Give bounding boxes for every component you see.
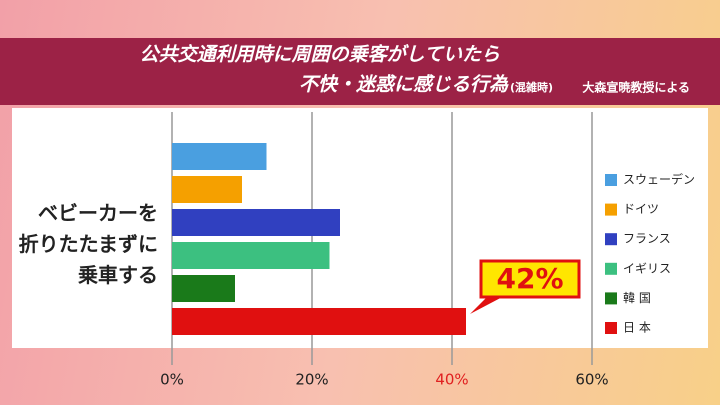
bar — [172, 242, 330, 269]
title-banner — [0, 38, 720, 105]
callout-box — [479, 259, 581, 299]
bar — [172, 143, 267, 170]
legend-swatch — [605, 292, 617, 305]
bar — [172, 209, 340, 236]
legend-swatch — [605, 322, 617, 334]
legend-label: イギリス — [623, 261, 671, 275]
source: 大森宣暁教授による — [582, 80, 690, 95]
x-tick-label: 60% — [575, 371, 608, 389]
bar — [172, 176, 242, 203]
legend-swatch — [605, 262, 617, 275]
title-note: (混雑時) — [510, 80, 553, 94]
legend-swatch — [605, 174, 617, 186]
category-label: ベビーカーを 折りたたまずに 乗車する — [18, 201, 158, 287]
legend-label: ドイツ — [623, 202, 659, 216]
title-line: 不快・迷惑に感じる行為 — [299, 74, 509, 96]
x-tick-label: 20% — [295, 371, 328, 389]
bar — [172, 308, 466, 335]
legend-label: スウェーデン — [623, 172, 695, 187]
legend-swatch — [605, 233, 617, 246]
title-line: 公共交通利用時に周囲の乗客がしていたら — [140, 44, 500, 66]
x-tick-label: 0% — [160, 371, 184, 389]
value-label: 42% — [496, 262, 563, 295]
legend-label: 韓 国 — [623, 291, 651, 305]
legend-label: フランス — [623, 232, 671, 246]
legend-swatch — [605, 203, 617, 216]
x-tick-label: 40% — [435, 371, 468, 389]
legend-label: 日 本 — [623, 321, 651, 335]
bar — [172, 275, 235, 302]
